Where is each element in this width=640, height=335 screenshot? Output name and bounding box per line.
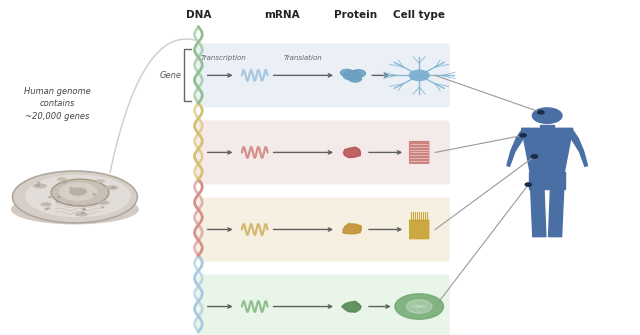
Text: mRNA: mRNA: [264, 10, 300, 20]
Circle shape: [351, 70, 365, 77]
Ellipse shape: [57, 177, 67, 181]
Circle shape: [349, 75, 362, 82]
Text: Translation: Translation: [284, 55, 323, 61]
Polygon shape: [570, 128, 588, 166]
Circle shape: [83, 209, 86, 210]
Ellipse shape: [11, 194, 139, 224]
Text: Transcription: Transcription: [200, 55, 246, 61]
Polygon shape: [342, 301, 361, 312]
Circle shape: [81, 212, 84, 213]
Polygon shape: [343, 224, 361, 234]
Circle shape: [410, 70, 429, 80]
Circle shape: [63, 182, 66, 183]
Circle shape: [45, 208, 47, 210]
Circle shape: [525, 183, 532, 186]
Ellipse shape: [96, 179, 105, 183]
Polygon shape: [507, 128, 524, 166]
Ellipse shape: [75, 212, 88, 216]
Circle shape: [406, 300, 432, 313]
Circle shape: [520, 134, 526, 137]
Circle shape: [93, 194, 95, 195]
Circle shape: [56, 201, 59, 203]
Text: Gene: Gene: [160, 71, 182, 80]
FancyBboxPatch shape: [196, 198, 450, 261]
Circle shape: [47, 208, 50, 209]
Text: DNA: DNA: [186, 10, 211, 20]
Ellipse shape: [33, 184, 47, 188]
Circle shape: [58, 196, 60, 198]
Circle shape: [70, 187, 72, 189]
Circle shape: [531, 155, 538, 158]
FancyBboxPatch shape: [196, 275, 450, 335]
FancyBboxPatch shape: [409, 141, 429, 164]
Ellipse shape: [106, 185, 118, 190]
Ellipse shape: [13, 171, 138, 223]
Circle shape: [49, 197, 51, 198]
Ellipse shape: [59, 182, 97, 201]
Text: Cell type: Cell type: [393, 10, 445, 20]
Text: Protein: Protein: [333, 10, 377, 20]
Polygon shape: [522, 128, 573, 172]
Text: Human genome
contains
~20,000 genes: Human genome contains ~20,000 genes: [24, 87, 91, 121]
FancyBboxPatch shape: [196, 43, 450, 107]
Polygon shape: [531, 189, 546, 237]
Circle shape: [343, 71, 361, 80]
Ellipse shape: [26, 175, 131, 217]
Circle shape: [37, 185, 40, 186]
Circle shape: [37, 182, 40, 183]
Polygon shape: [344, 147, 360, 158]
Circle shape: [538, 111, 544, 114]
Circle shape: [340, 69, 353, 76]
FancyBboxPatch shape: [196, 120, 450, 184]
Circle shape: [83, 208, 85, 209]
Circle shape: [82, 190, 84, 191]
Ellipse shape: [40, 202, 52, 206]
Polygon shape: [529, 172, 565, 189]
Ellipse shape: [51, 179, 109, 206]
Polygon shape: [548, 189, 564, 237]
Polygon shape: [540, 126, 554, 127]
Circle shape: [395, 294, 444, 319]
Circle shape: [532, 108, 562, 123]
Ellipse shape: [69, 187, 87, 196]
FancyBboxPatch shape: [409, 220, 429, 239]
Circle shape: [101, 207, 104, 208]
Ellipse shape: [98, 200, 109, 205]
Circle shape: [68, 204, 70, 205]
Circle shape: [113, 187, 115, 188]
